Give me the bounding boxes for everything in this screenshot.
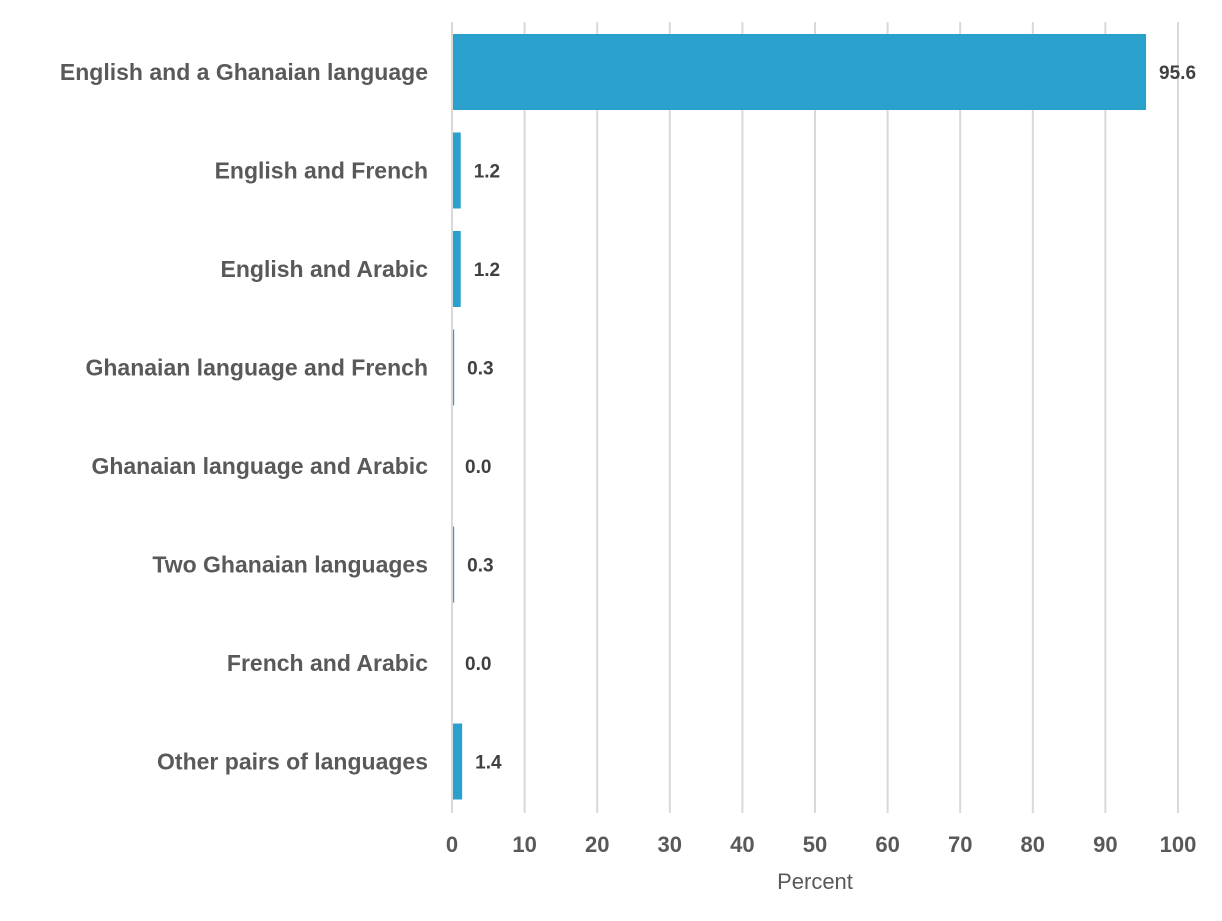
category-label: Other pairs of languages	[157, 749, 428, 775]
data-labels: 95.6 1.2 1.2 0.3 0.0 0.3 0.0 1.4	[465, 63, 1196, 774]
data-label: 0.0	[465, 654, 491, 675]
x-tick-label: 100	[1160, 832, 1197, 857]
category-label: French and Arabic	[227, 650, 428, 676]
data-label: 0.3	[467, 556, 493, 577]
data-label: 1.4	[475, 753, 502, 774]
category-label: English and Arabic	[221, 256, 429, 282]
x-tick-label: 10	[512, 832, 536, 857]
category-label: English and a Ghanaian language	[60, 59, 428, 85]
x-tick-label: 30	[658, 832, 682, 857]
bar	[452, 34, 1147, 110]
bar	[452, 526, 455, 603]
category-label: Two Ghanaian languages	[152, 552, 428, 578]
gridlines	[523, 22, 1179, 813]
bar	[452, 723, 463, 800]
x-tick-label: 60	[875, 832, 899, 857]
x-tick-labels: 0 10 20 30 40 50 60 70 80 90 100	[446, 832, 1196, 857]
category-labels: English and a Ghanaian language English a…	[60, 59, 428, 775]
x-tick-label: 70	[948, 832, 972, 857]
bar	[452, 132, 461, 209]
x-tick-label: 80	[1021, 832, 1045, 857]
category-label: English and French	[215, 158, 428, 184]
category-label: Ghanaian language and Arabic	[91, 453, 428, 479]
data-label: 1.2	[474, 260, 500, 281]
x-tick-label: 40	[730, 832, 754, 857]
x-tick-label: 90	[1093, 832, 1117, 857]
bar	[452, 231, 461, 307]
bars	[452, 34, 1147, 800]
bar	[452, 329, 455, 406]
x-tick-label: 50	[803, 832, 827, 857]
x-tick-label: 0	[446, 832, 458, 857]
data-label: 1.2	[474, 162, 500, 183]
category-label: Ghanaian language and French	[85, 355, 428, 381]
data-label: 95.6	[1159, 63, 1196, 84]
data-label: 0.0	[465, 457, 491, 478]
x-axis-title: Percent	[777, 869, 853, 894]
data-label: 0.3	[467, 359, 493, 380]
x-tick-label: 20	[585, 832, 609, 857]
